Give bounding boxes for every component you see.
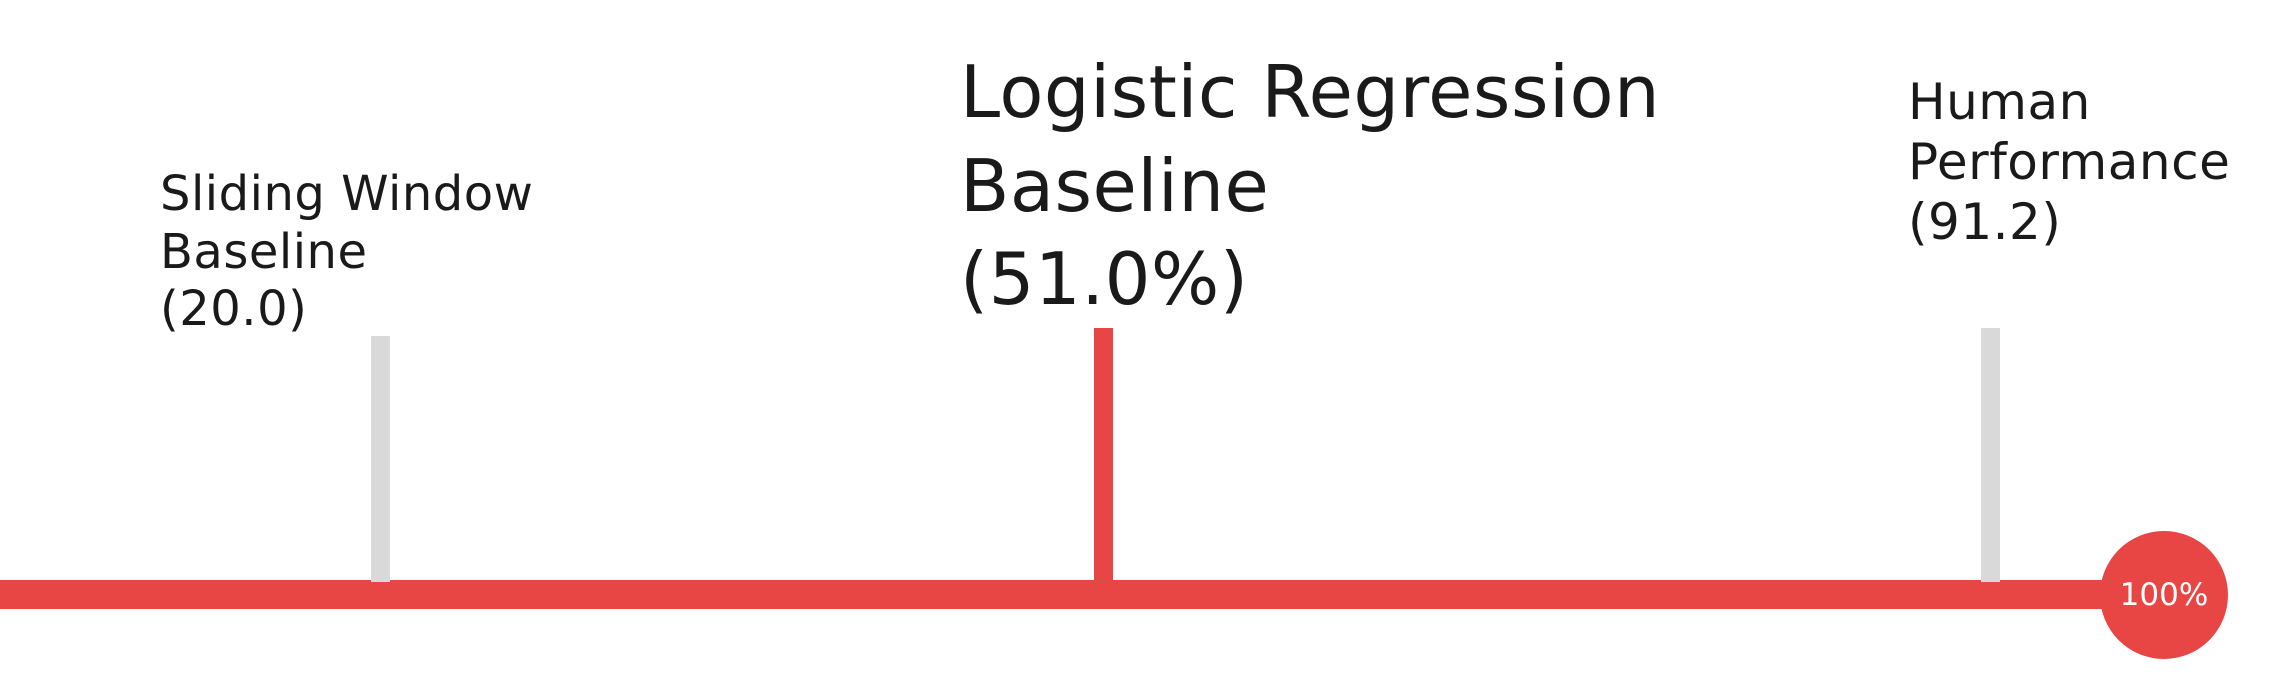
logistic-regression-tick bbox=[1094, 328, 1113, 582]
logistic-regression-label-line1: Logistic Regression bbox=[960, 50, 1661, 134]
sliding-window-tick bbox=[371, 336, 390, 582]
scale-axis-line bbox=[0, 580, 2120, 609]
human-performance-value: (91.2) bbox=[1908, 193, 2062, 251]
human-performance-label-line1: Human bbox=[1908, 73, 2091, 131]
logistic-regression-value: (51.0%) bbox=[960, 237, 1249, 322]
logistic-regression-label: Logistic Regression Baseline (51.0%) bbox=[960, 46, 1660, 327]
human-performance-label-line2: Performance bbox=[1908, 133, 2231, 191]
sliding-window-label: Sliding Window Baseline (20.0) bbox=[160, 166, 533, 339]
human-performance-tick bbox=[1981, 328, 2000, 582]
sliding-window-label-line1: Sliding Window bbox=[160, 166, 534, 222]
sliding-window-value: (20.0) bbox=[160, 281, 308, 338]
end-marker-circle: 100% bbox=[2100, 531, 2228, 659]
sliding-window-label-line2: Baseline bbox=[160, 223, 368, 280]
logistic-regression-label-line2: Baseline bbox=[960, 143, 1270, 228]
end-marker-label: 100% bbox=[2119, 577, 2209, 613]
human-performance-label: Human Performance (91.2) bbox=[1908, 72, 2230, 252]
